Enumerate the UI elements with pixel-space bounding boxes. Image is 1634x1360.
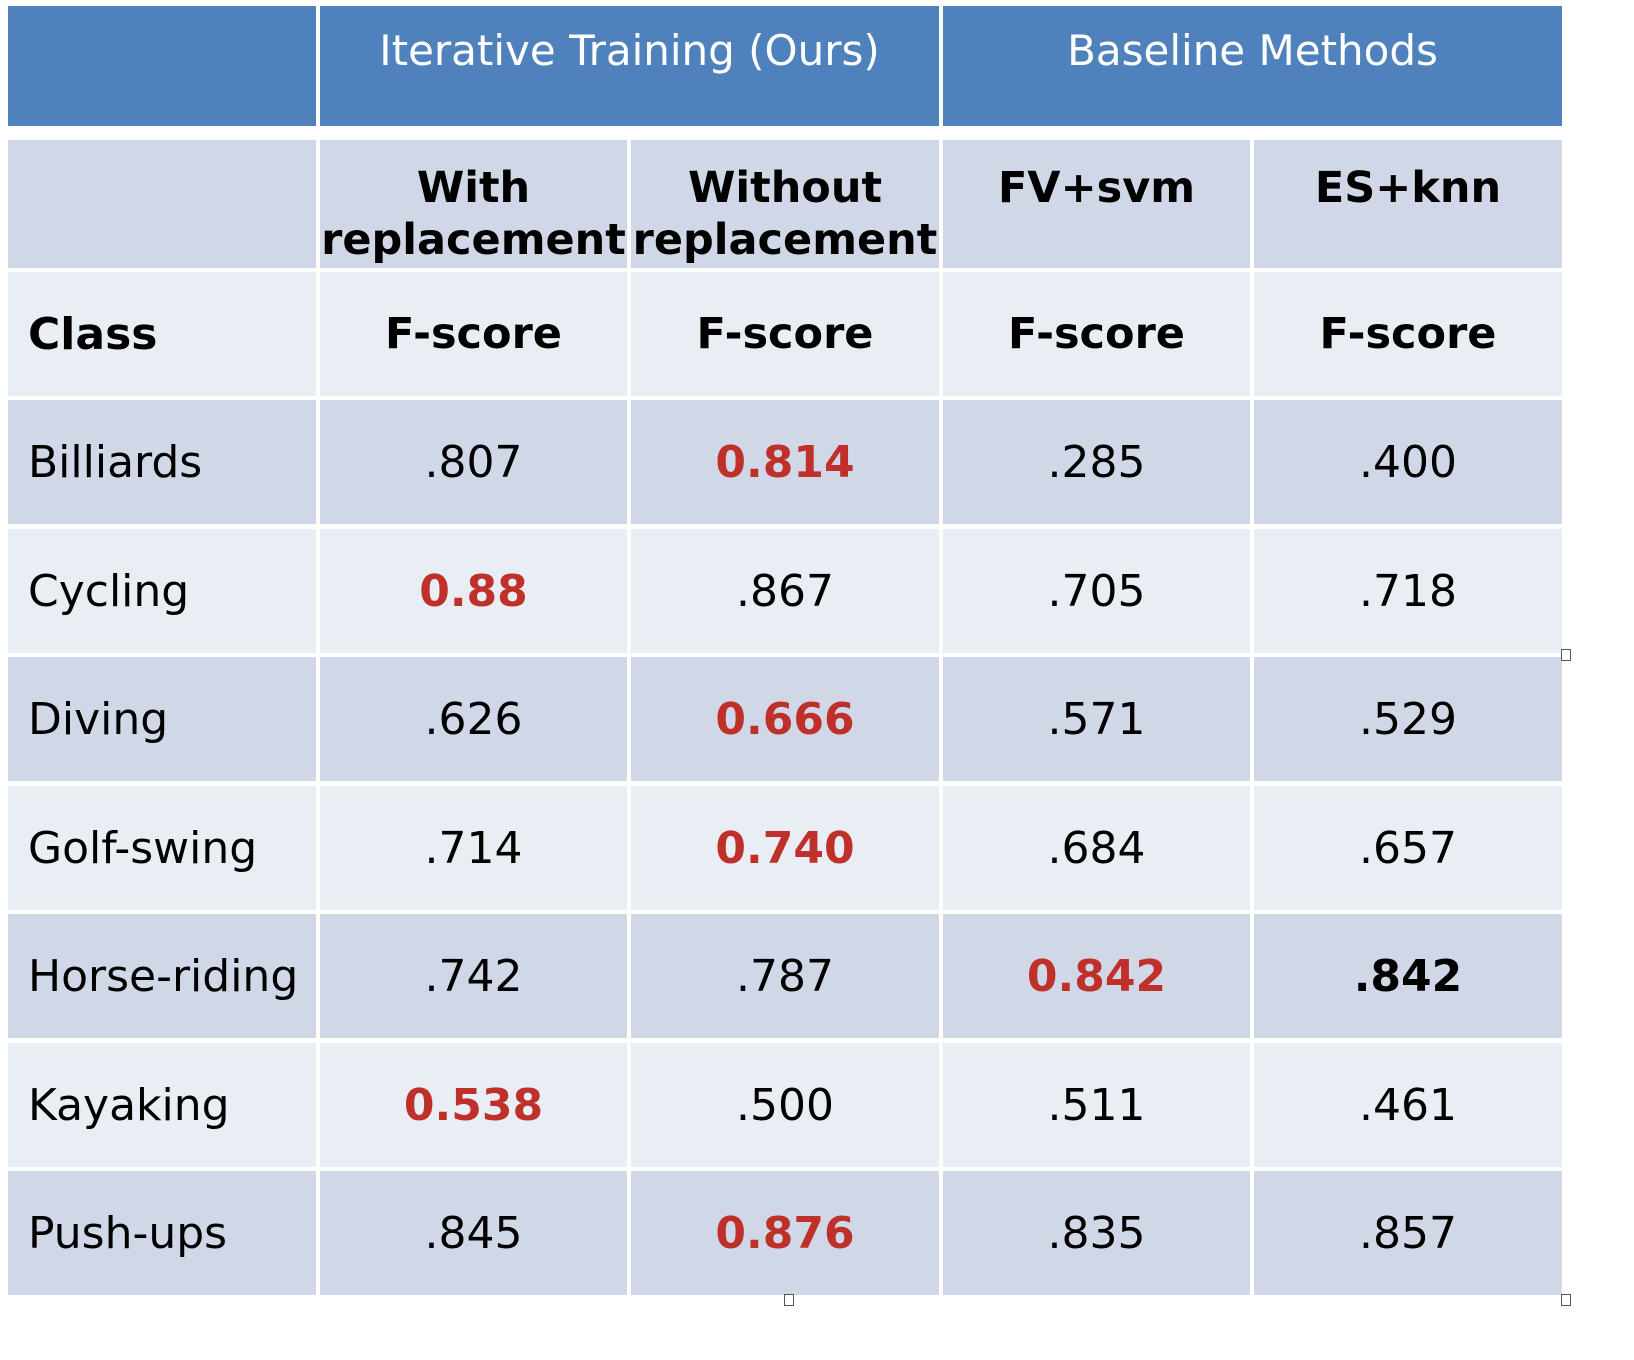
results-table: Iterative Training (Ours) Baseline Method… bbox=[8, 6, 1626, 1354]
method-header-0 bbox=[8, 140, 316, 268]
table-cell: .867 bbox=[631, 529, 939, 653]
table-cell: .500 bbox=[631, 1043, 939, 1167]
method-header-1: With replacement bbox=[320, 140, 627, 268]
method-header-3: FV+svm bbox=[943, 140, 1250, 268]
class-header: Class bbox=[8, 272, 316, 396]
table-cell: .718 bbox=[1254, 529, 1562, 653]
method-header-4: ES+knn bbox=[1254, 140, 1562, 268]
table-cell: .807 bbox=[320, 400, 627, 524]
table-cell: .400 bbox=[1254, 400, 1562, 524]
row-label-push-ups: Push-ups bbox=[8, 1171, 316, 1295]
table-cell: .626 bbox=[320, 657, 627, 781]
table-cell: 0.814 bbox=[631, 400, 939, 524]
metric-header-1: F-score bbox=[320, 272, 627, 396]
table-cell: .845 bbox=[320, 1171, 627, 1295]
group-header-1: Iterative Training (Ours) bbox=[320, 6, 939, 126]
table-cell: .857 bbox=[1254, 1171, 1562, 1295]
method-header-2: Without replacement bbox=[631, 140, 939, 268]
metric-header-3: F-score bbox=[943, 272, 1250, 396]
row-label-cycling: Cycling bbox=[8, 529, 316, 653]
metric-header-4: F-score bbox=[1254, 272, 1562, 396]
table-cell: 0.876 bbox=[631, 1171, 939, 1295]
resize-handle[interactable] bbox=[784, 1294, 794, 1306]
table-cell: .705 bbox=[943, 529, 1250, 653]
table-cell: 0.538 bbox=[320, 1043, 627, 1167]
table-cell: 0.88 bbox=[320, 529, 627, 653]
row-label-billiards: Billiards bbox=[8, 400, 316, 524]
table-cell: .571 bbox=[943, 657, 1250, 781]
table-cell: 0.740 bbox=[631, 786, 939, 910]
group-header-0 bbox=[8, 6, 316, 126]
resize-handle[interactable] bbox=[1561, 649, 1571, 661]
metric-header-2: F-score bbox=[631, 272, 939, 396]
table-cell: 0.842 bbox=[943, 914, 1250, 1038]
row-label-golf-swing: Golf-swing bbox=[8, 786, 316, 910]
row-label-diving: Diving bbox=[8, 657, 316, 781]
table-cell: .529 bbox=[1254, 657, 1562, 781]
table-cell: .285 bbox=[943, 400, 1250, 524]
table-cell: .657 bbox=[1254, 786, 1562, 910]
table-cell: .684 bbox=[943, 786, 1250, 910]
table-cell: .835 bbox=[943, 1171, 1250, 1295]
table-cell: .842 bbox=[1254, 914, 1562, 1038]
table-cell: .461 bbox=[1254, 1043, 1562, 1167]
resize-handle[interactable] bbox=[1561, 1294, 1571, 1306]
table-cell: 0.666 bbox=[631, 657, 939, 781]
table-cell: .511 bbox=[943, 1043, 1250, 1167]
row-label-kayaking: Kayaking bbox=[8, 1043, 316, 1167]
row-label-horse-riding: Horse-riding bbox=[8, 914, 316, 1038]
table-cell: .742 bbox=[320, 914, 627, 1038]
group-header-2: Baseline Methods bbox=[943, 6, 1562, 126]
table-cell: .787 bbox=[631, 914, 939, 1038]
table-cell: .714 bbox=[320, 786, 627, 910]
